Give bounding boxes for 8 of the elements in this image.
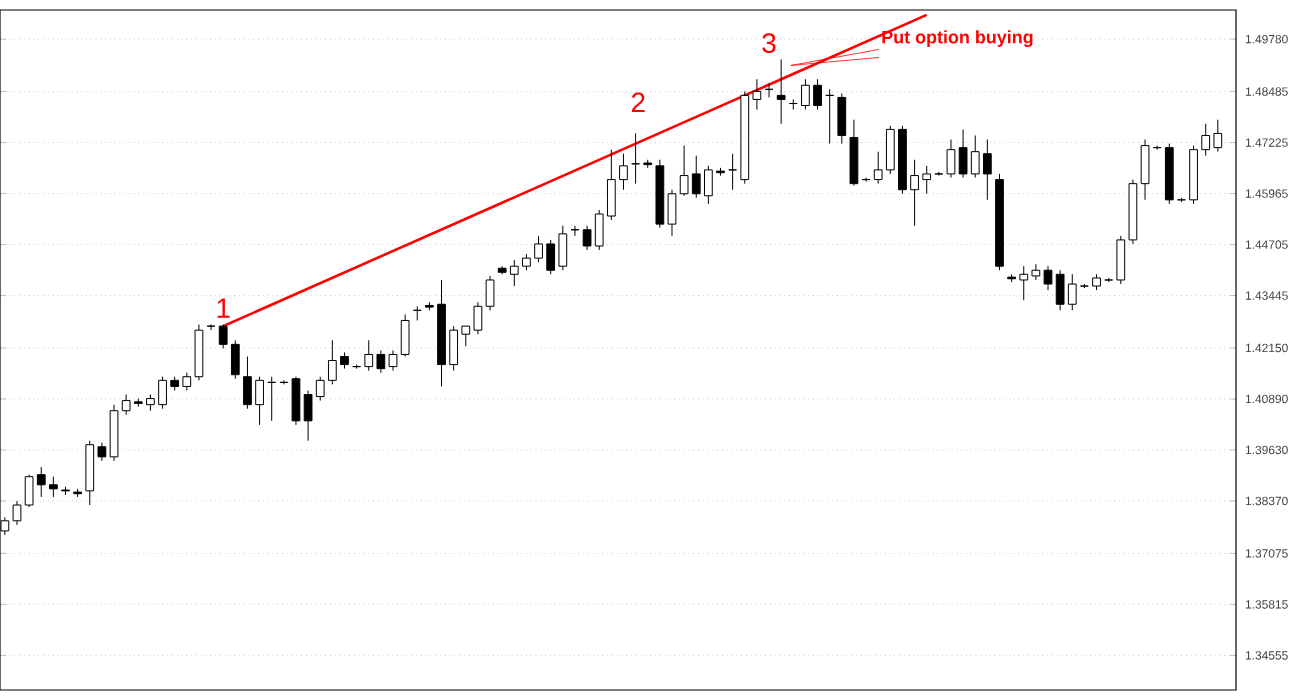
candlestick: [849, 119, 859, 187]
annotation: 1: [217, 298, 230, 318]
candlestick: [206, 324, 216, 331]
annotation: 2: [631, 92, 645, 113]
candlestick: [837, 92, 847, 145]
annotation: 3: [762, 33, 776, 53]
candlestick: [776, 58, 786, 125]
candlestick: [485, 275, 495, 311]
